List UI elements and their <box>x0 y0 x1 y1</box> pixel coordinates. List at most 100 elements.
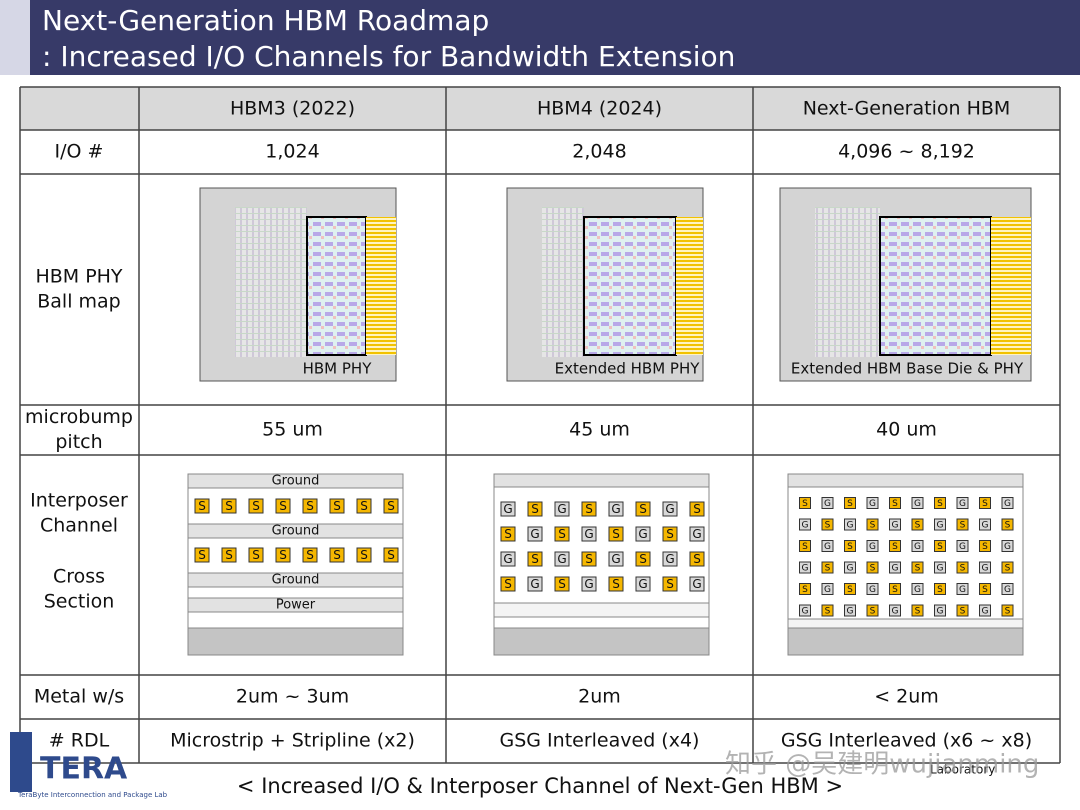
table-cell: 2um ~ 3um <box>236 686 349 708</box>
ground-pad <box>527 526 543 542</box>
layer <box>787 618 1024 629</box>
signal-pad <box>1001 518 1014 531</box>
logo-lab: TeraByte Interconnection and Package Lab <box>17 791 168 799</box>
ground-pad <box>821 583 834 595</box>
signal-pad <box>275 498 291 514</box>
pad-label: G <box>847 607 854 617</box>
row-label: pitch <box>55 431 102 453</box>
row-label: Channel <box>40 515 118 537</box>
pad-label: G <box>914 499 921 509</box>
pad-label: G <box>1004 585 1011 595</box>
ballmap-area <box>235 207 307 357</box>
ground-pad <box>866 583 879 595</box>
table-cell: GSG Interleaved (x4) <box>500 730 700 752</box>
table-cell: 45 um <box>569 419 630 441</box>
pad-label: S <box>960 521 966 531</box>
signal-pad <box>844 583 856 595</box>
signal-pad <box>956 518 969 531</box>
signal-pad <box>662 576 678 592</box>
pad-label: S <box>937 499 943 509</box>
signal-pad <box>911 604 924 617</box>
ground-pad <box>635 526 651 542</box>
pad-label: G <box>1004 499 1011 509</box>
pad-label: S <box>1005 521 1011 531</box>
pad-label: S <box>915 564 921 574</box>
signal-pad <box>248 547 264 563</box>
ground-pad <box>527 576 543 592</box>
signal-pad <box>956 561 969 574</box>
row-label: Cross <box>53 566 105 588</box>
pad-label: S <box>531 502 539 516</box>
pad-label: G <box>584 527 593 541</box>
ground-pad <box>911 497 924 509</box>
pad-label: S <box>585 502 593 516</box>
pad-label: S <box>825 521 831 531</box>
ground-pad <box>689 576 705 592</box>
pad-label: S <box>639 552 647 566</box>
pad-label: G <box>914 585 921 595</box>
signal-pad <box>844 497 856 509</box>
ground-pad <box>581 576 597 592</box>
pad-label: G <box>959 542 966 552</box>
ground-pad <box>554 551 570 567</box>
pad-label: G <box>692 577 701 591</box>
signal-pad <box>979 497 991 509</box>
signal-pad <box>356 547 372 563</box>
signal-pad <box>194 498 210 514</box>
ground-pad <box>635 576 651 592</box>
ground-pad <box>500 551 516 567</box>
pad-label: G <box>869 585 876 595</box>
column-header: Next-Generation HBM <box>803 98 1011 120</box>
pad-label: S <box>915 607 921 617</box>
pad-label: S <box>892 542 898 552</box>
pad-label: G <box>692 527 701 541</box>
signal-pad <box>934 540 946 552</box>
pad-label: S <box>279 548 287 562</box>
pad-label: S <box>360 499 368 513</box>
pad-label: G <box>937 564 944 574</box>
ground-pad <box>911 540 924 552</box>
layer-label: Ground <box>272 524 320 539</box>
ground-pad <box>866 540 879 552</box>
pad-label: G <box>557 502 566 516</box>
pad-label: G <box>982 564 989 574</box>
pad-label: S <box>982 499 988 509</box>
ground-pad <box>1001 497 1014 509</box>
ground-pad <box>844 561 856 574</box>
pad-label: S <box>960 607 966 617</box>
table-cell: 55 um <box>262 419 323 441</box>
watermark: 知乎 @吴建明wujianming <box>725 750 1039 780</box>
ground-pad <box>662 501 678 517</box>
signal-pad <box>956 604 969 617</box>
pad-label: G <box>638 577 647 591</box>
column-header: HBM4 (2024) <box>537 98 662 120</box>
pad-label: G <box>982 607 989 617</box>
layer <box>187 473 404 489</box>
phy-region <box>306 216 367 356</box>
layer <box>187 523 404 539</box>
ground-pad <box>554 501 570 517</box>
pad-label: G <box>611 502 620 516</box>
ground-pad <box>844 518 856 531</box>
signal-pad <box>275 547 291 563</box>
pad-label: G <box>665 502 674 516</box>
slide-title: Next-Generation HBM Roadmap <box>42 4 489 37</box>
pad-label: G <box>1004 542 1011 552</box>
signal-pad <box>329 547 345 563</box>
layer <box>493 602 710 618</box>
pad-label: S <box>387 499 395 513</box>
pad-label: S <box>252 548 260 562</box>
pad-label: S <box>612 527 620 541</box>
layer <box>187 627 404 656</box>
pad-label: S <box>639 502 647 516</box>
pad-label: S <box>892 499 898 509</box>
phy-region <box>583 216 677 356</box>
pad-label: S <box>360 548 368 562</box>
table-cell: 2,048 <box>572 141 626 163</box>
pad-label: G <box>665 552 674 566</box>
signal-pad <box>979 540 991 552</box>
pad-label: G <box>503 552 512 566</box>
layer <box>187 611 404 629</box>
signal-pad <box>383 498 399 514</box>
pad-label: S <box>847 585 853 595</box>
